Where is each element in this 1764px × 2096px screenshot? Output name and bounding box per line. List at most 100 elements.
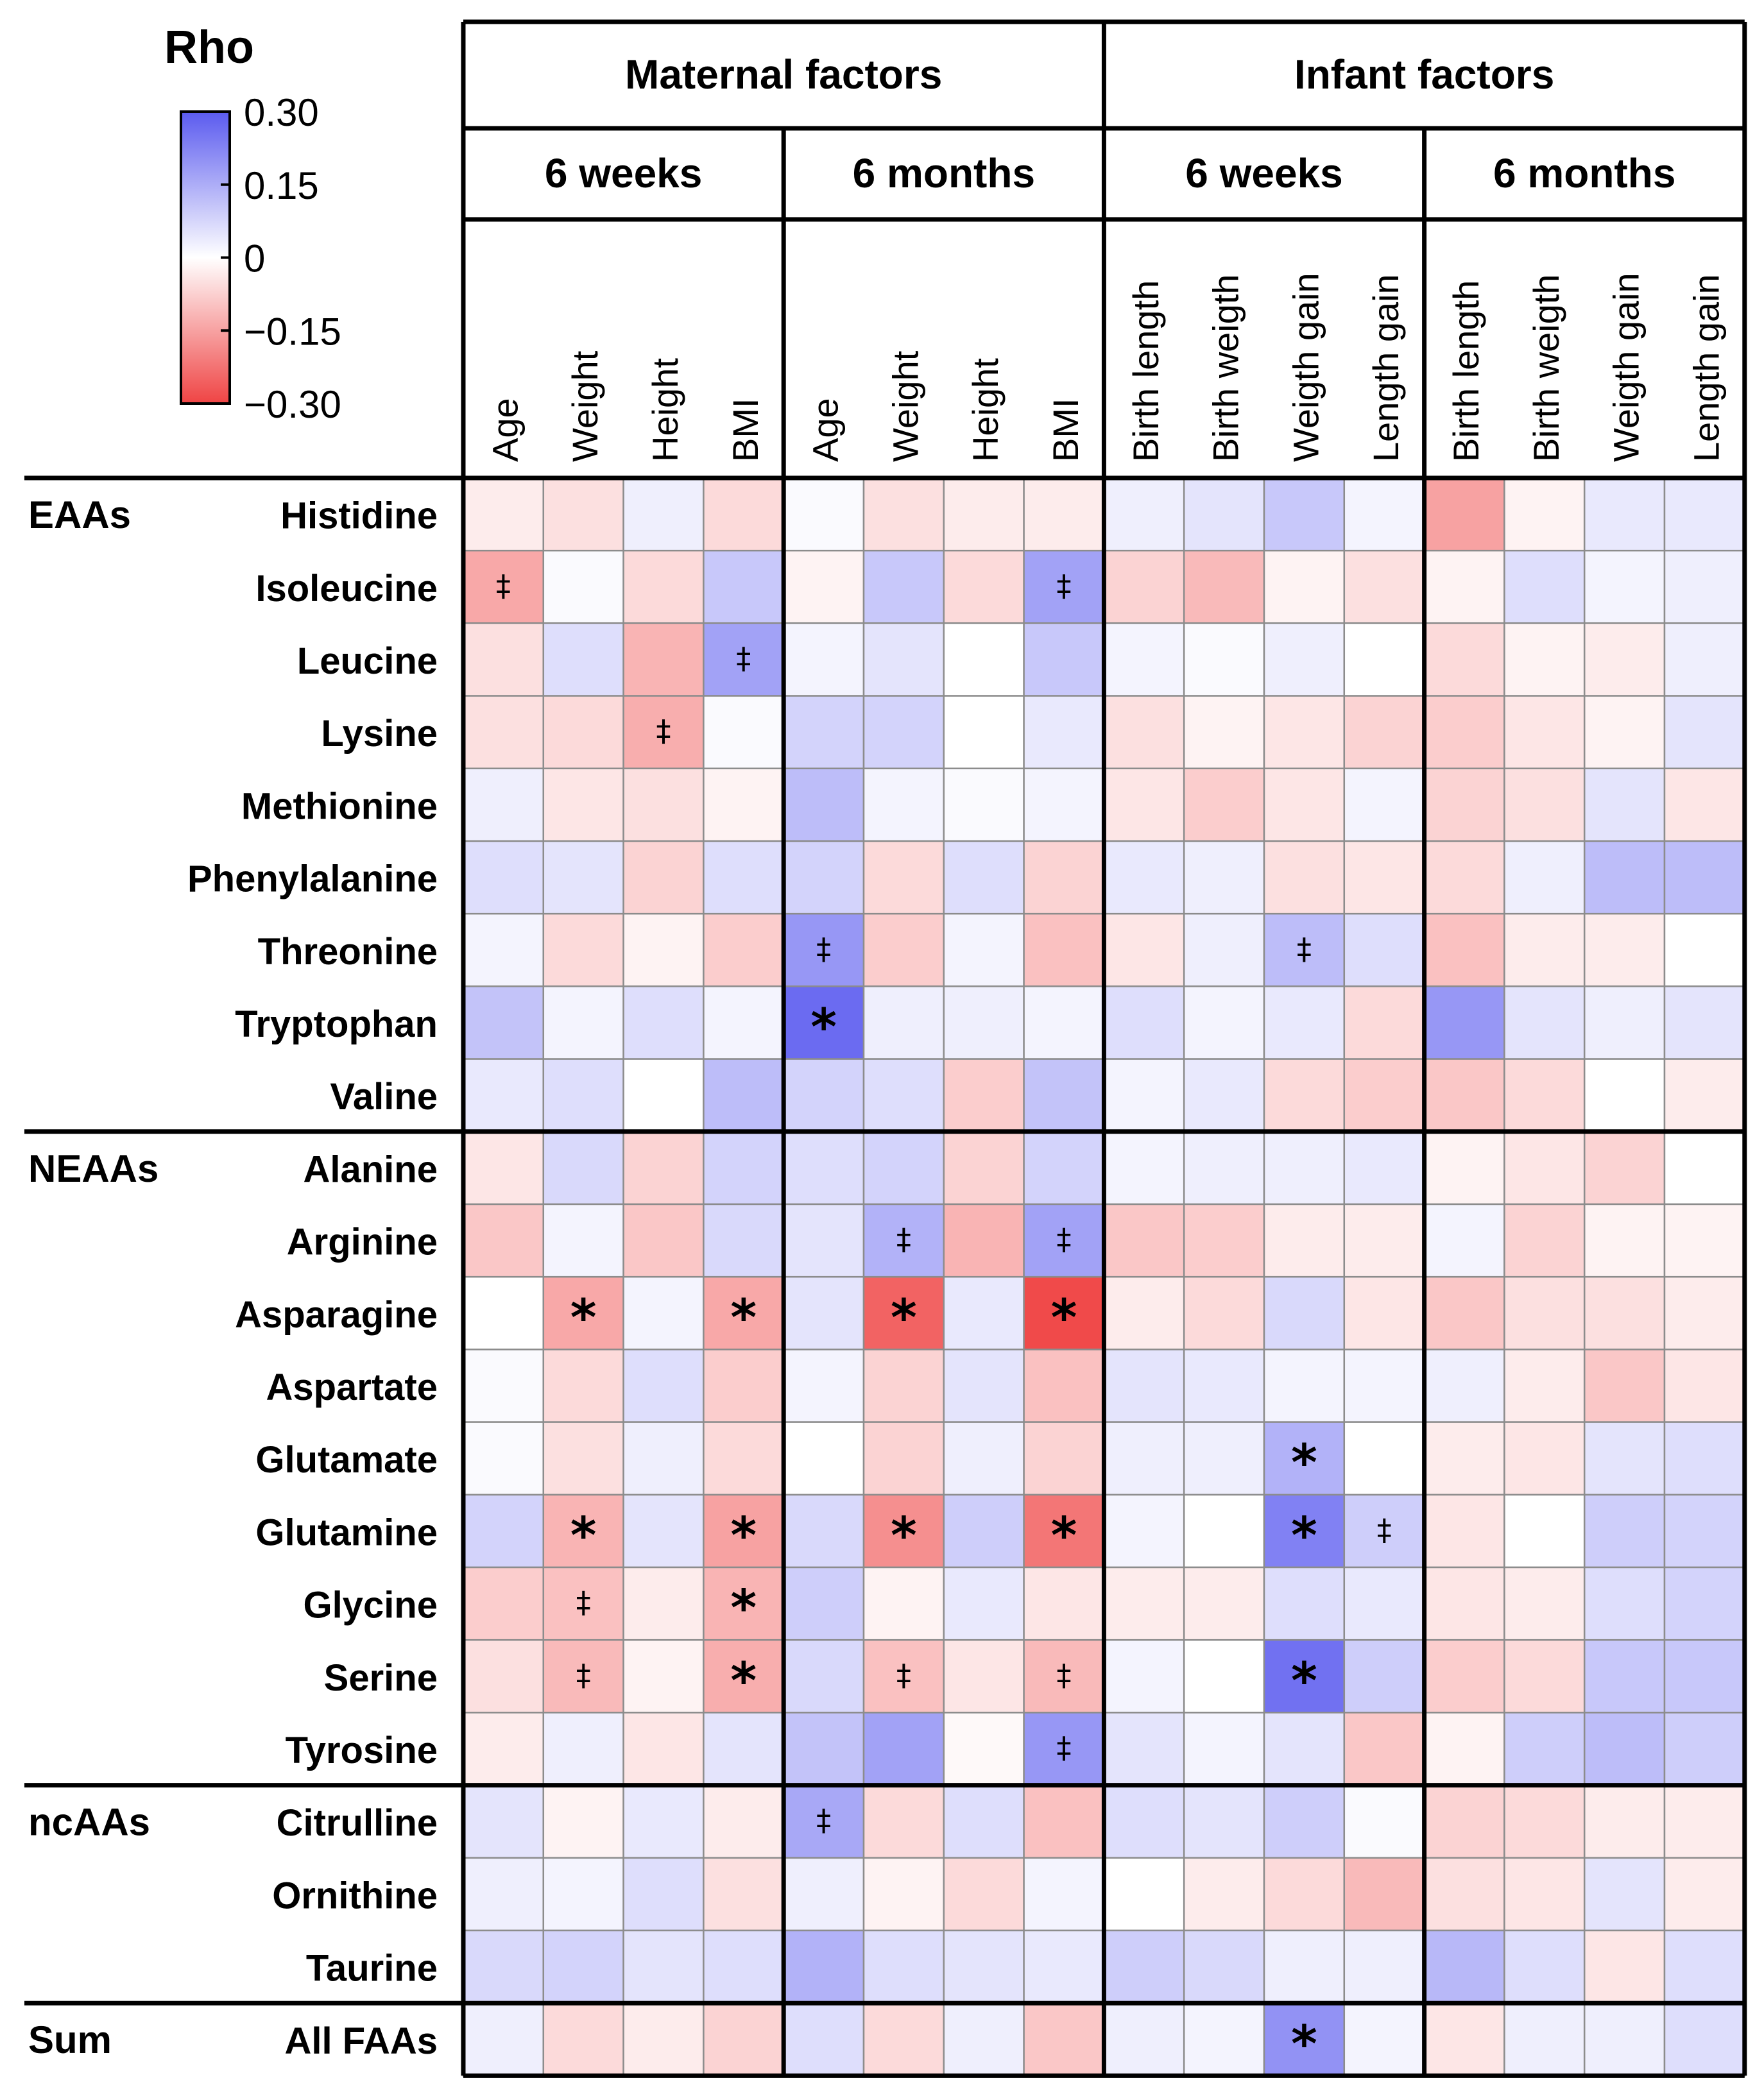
heatmap-cell bbox=[782, 985, 865, 1060]
heatmap-cell bbox=[703, 549, 785, 624]
heatmap-cell bbox=[782, 1203, 865, 1278]
heatmap-cell bbox=[462, 477, 545, 552]
heatmap-cell bbox=[1583, 2002, 1666, 2077]
heatmap-cell bbox=[1263, 477, 1346, 552]
heatmap-cell bbox=[462, 1349, 545, 1423]
row-label: All FAAs bbox=[285, 2020, 438, 2062]
heatmap-cell bbox=[862, 1130, 945, 1206]
significance-dagger: ‡ bbox=[576, 1585, 591, 1620]
row-label: Arginine bbox=[287, 1222, 438, 1263]
heatmap-cell bbox=[1583, 1275, 1666, 1350]
heatmap-cell bbox=[1343, 767, 1425, 842]
heatmap-cell bbox=[462, 1421, 545, 1496]
heatmap-cell bbox=[782, 477, 865, 552]
significance-dagger: ‡ bbox=[736, 641, 751, 676]
heatmap-cell bbox=[703, 1784, 785, 1859]
row-label: Serine bbox=[324, 1657, 438, 1699]
heatmap-cell bbox=[1423, 1130, 1505, 1206]
heatmap-cell bbox=[1423, 1929, 1505, 2004]
heatmap-cell bbox=[1103, 1130, 1185, 1206]
heatmap-cell bbox=[1583, 1929, 1666, 2004]
grid-lines bbox=[24, 19, 1747, 2078]
significance-dagger: ‡ bbox=[816, 932, 831, 966]
heatmap-cell bbox=[1423, 549, 1505, 624]
heatmap-cell bbox=[1263, 1784, 1346, 1859]
heatmap-cell bbox=[1343, 1639, 1425, 1714]
heatmap-cell bbox=[1503, 477, 1586, 552]
heatmap-cell bbox=[622, 1349, 705, 1423]
heatmap-cell bbox=[1343, 1203, 1425, 1278]
heatmap-cell bbox=[862, 912, 945, 987]
heatmap-cell bbox=[1183, 2002, 1265, 2077]
significance-star: * bbox=[1051, 1507, 1077, 1565]
heatmap-cell bbox=[1503, 1130, 1586, 1206]
heatmap-cell bbox=[1183, 1566, 1265, 1641]
heatmap-cell bbox=[622, 1421, 705, 1496]
heatmap-cell bbox=[1263, 549, 1346, 624]
column-label: BMI bbox=[1045, 398, 1086, 462]
heatmap-cell bbox=[1263, 1349, 1346, 1423]
heatmap-cell bbox=[1503, 2002, 1586, 2077]
legend-tick-label: 0.15 bbox=[244, 164, 319, 207]
heatmap-cell bbox=[1023, 1712, 1105, 1786]
heatmap-cell bbox=[622, 1929, 705, 2004]
heatmap-cell bbox=[1423, 1275, 1505, 1350]
heatmap-cell bbox=[862, 477, 945, 552]
row-label: Ornithine bbox=[272, 1875, 438, 1916]
heatmap-cell bbox=[622, 1275, 705, 1350]
heatmap-cell bbox=[1103, 549, 1185, 624]
heatmap-cell bbox=[1503, 549, 1586, 624]
column-label: Age bbox=[484, 398, 525, 462]
heatmap-cell bbox=[1423, 985, 1505, 1060]
heatmap-cell bbox=[462, 1130, 545, 1206]
heatmap-cell bbox=[1343, 1712, 1425, 1786]
heatmap-cell bbox=[943, 912, 1025, 987]
heatmap-cell bbox=[703, 1857, 785, 1932]
heatmap-cell bbox=[1423, 1421, 1505, 1496]
heatmap-cell bbox=[1023, 549, 1105, 624]
heatmap-cell bbox=[542, 1203, 624, 1278]
heatmap-cell bbox=[782, 1494, 865, 1569]
heatmap-cell bbox=[1583, 1130, 1666, 1206]
heatmap-cell bbox=[1023, 1784, 1105, 1859]
heatmap-cell bbox=[782, 1712, 865, 1786]
significance-dagger: ‡ bbox=[896, 1222, 911, 1257]
column-group-label: Infant factors bbox=[1294, 51, 1554, 98]
significance-dagger: ‡ bbox=[1057, 1730, 1072, 1765]
heatmap-cell bbox=[622, 840, 705, 915]
heatmap-cell bbox=[943, 767, 1025, 842]
heatmap-cell bbox=[1023, 1421, 1105, 1496]
legend-tick-label: 0 bbox=[244, 237, 265, 280]
row-label: Threonine bbox=[258, 931, 438, 973]
heatmap-cell bbox=[703, 985, 785, 1060]
heatmap-cell bbox=[1503, 1566, 1586, 1641]
heatmap-cell bbox=[1583, 985, 1666, 1060]
heatmap-cell bbox=[622, 622, 705, 697]
heatmap-cell bbox=[703, 695, 785, 770]
heatmap-cell bbox=[943, 477, 1025, 552]
heatmap-cell bbox=[782, 695, 865, 770]
heatmap-cell bbox=[1663, 1421, 1746, 1496]
heatmap-cell bbox=[1663, 1130, 1746, 1206]
column-label: Length gain bbox=[1686, 274, 1726, 462]
heatmap-cell bbox=[862, 1712, 945, 1786]
heatmap-cell bbox=[1503, 1857, 1586, 1932]
heatmap-cell bbox=[622, 767, 705, 842]
column-label: Height bbox=[645, 358, 685, 462]
heatmap-cell bbox=[462, 695, 545, 770]
heatmap-cell bbox=[1023, 1566, 1105, 1641]
heatmap-cell bbox=[1503, 622, 1586, 697]
heatmap-cell bbox=[862, 840, 945, 915]
heatmap-cell bbox=[1103, 1275, 1185, 1350]
significance-star: * bbox=[730, 1290, 757, 1347]
heatmap-cell bbox=[862, 1857, 945, 1932]
heatmap-cell bbox=[1423, 1639, 1505, 1714]
heatmap-cell bbox=[703, 1349, 785, 1423]
row-label: Asparagine bbox=[235, 1294, 438, 1336]
column-label: BMI bbox=[725, 398, 766, 462]
heatmap-cell bbox=[462, 767, 545, 842]
heatmap-cell bbox=[1343, 1130, 1425, 1206]
heatmap-cell bbox=[1663, 477, 1746, 552]
significance-dagger: ‡ bbox=[1297, 932, 1312, 966]
heatmap-cell bbox=[542, 1857, 624, 1932]
